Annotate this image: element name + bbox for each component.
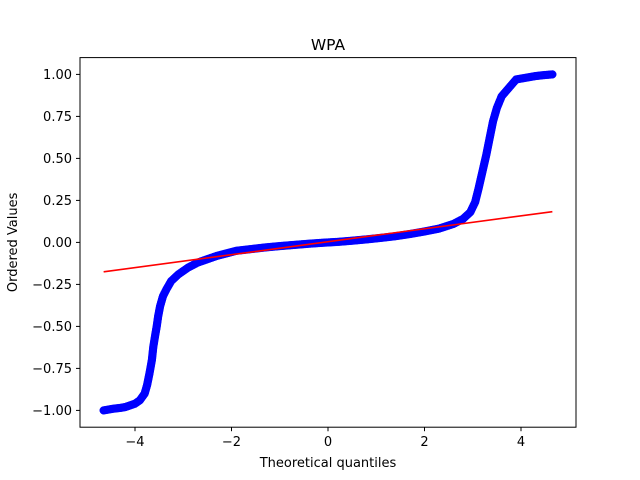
y-tick-label: −0.50 xyxy=(32,320,72,335)
plot-area xyxy=(99,70,557,415)
x-tick-label: −4 xyxy=(125,435,144,450)
data-point xyxy=(548,70,557,79)
chart-title: WPA xyxy=(311,36,346,54)
x-axis: −4 −2 0 2 4 xyxy=(125,427,525,450)
y-axis-label: Ordered Values xyxy=(6,192,21,292)
y-tick-label: 0.00 xyxy=(43,236,72,251)
y-axis: −1.00 −0.75 −0.50 −0.25 0.00 0.25 0.50 0.75 1.00 xyxy=(32,68,80,419)
reference-line xyxy=(103,210,553,273)
y-tick-label: −1.00 xyxy=(32,404,72,419)
x-axis-label: Theoretical quantiles xyxy=(259,456,397,471)
y-tick-label: 1.00 xyxy=(43,68,72,83)
y-tick-label: −0.25 xyxy=(32,278,72,293)
y-tick-label: 0.75 xyxy=(43,110,72,125)
x-tick-label: 2 xyxy=(420,435,428,450)
y-tick-label: 0.25 xyxy=(43,194,72,209)
x-tick-label: 0 xyxy=(324,435,332,450)
x-tick-label: −2 xyxy=(222,435,241,450)
y-tick-label: −0.75 xyxy=(32,362,72,377)
x-tick-label: 4 xyxy=(517,435,525,450)
y-tick-label: 0.50 xyxy=(43,152,72,167)
